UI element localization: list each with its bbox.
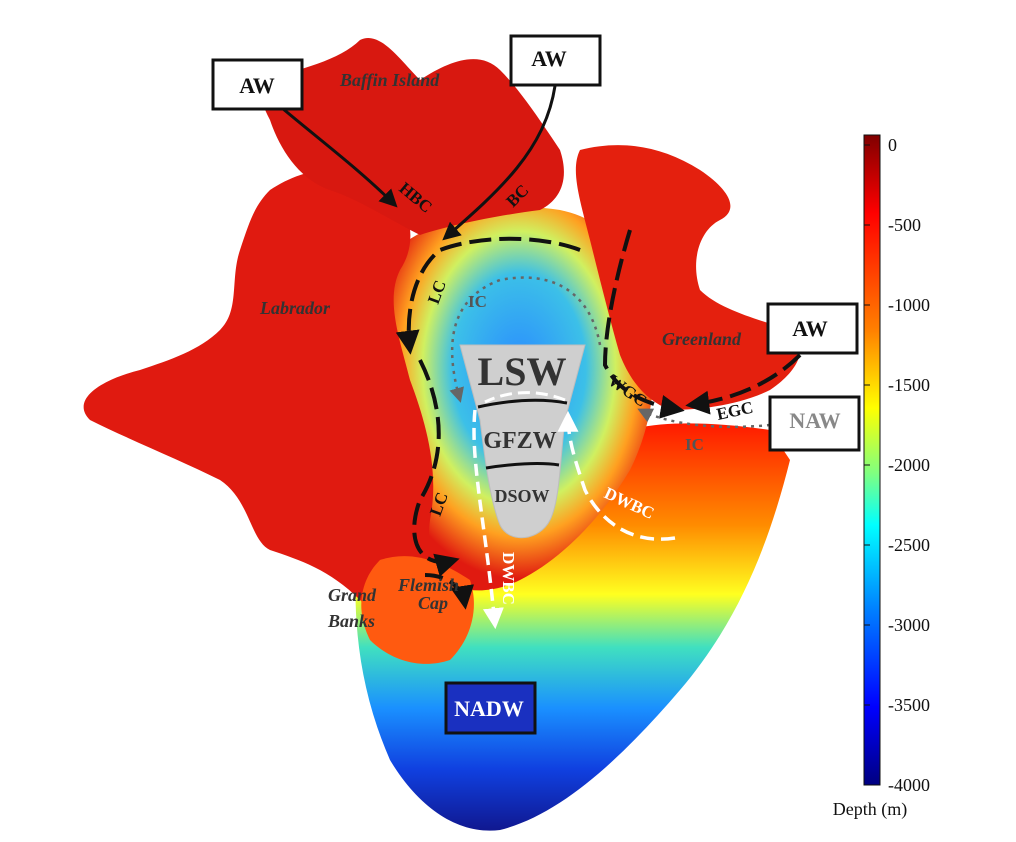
colorbar-tick-label: -1000 (888, 295, 930, 315)
colorbar-tick-label: -4000 (888, 775, 930, 795)
colorbar-tick-label: -500 (888, 215, 921, 235)
place-cap: Cap (418, 593, 448, 613)
colorbar-gradient (863, 134, 881, 786)
lsw-gfzw-boundary (477, 398, 568, 409)
place-grand: Grand (328, 585, 377, 605)
place-baffin-island: Baffin Island (339, 70, 440, 90)
water-column-section (459, 344, 586, 539)
colorbar-tick-label: -1500 (888, 375, 930, 395)
hbc-arrow (281, 106, 398, 208)
box-aw-top-text: AW (531, 46, 566, 71)
place-labrador: Labrador (259, 298, 331, 318)
box-naw: NAW (768, 395, 861, 452)
bc-arrow (442, 85, 557, 241)
place-greenland: Greenland (662, 329, 742, 349)
label-dwbc-lower: DWBC (499, 552, 518, 605)
label-dsow: DSOW (494, 486, 549, 506)
ic-outer-arrow (637, 408, 771, 429)
water-column-shape (459, 344, 586, 539)
box-nadw-text: NADW (454, 696, 524, 721)
lc-lower-arrow (412, 359, 460, 577)
depth-colorbar: 0 -500 -1000 -1500 -2000 -2500 -3000 -3500 -4000… (833, 134, 930, 820)
colorbar-label: Depth (m) (833, 799, 907, 820)
label-gfzw: GFZW (483, 428, 556, 454)
box-naw-text: NAW (789, 408, 840, 433)
current-arrows (281, 85, 802, 630)
colorbar-tick-label: -2000 (888, 455, 930, 475)
colorbar-tick-label: -2500 (888, 535, 930, 555)
box-aw-left-text: AW (239, 73, 274, 98)
box-aw-left: AW (211, 58, 304, 111)
greenland-shelf (575, 145, 801, 411)
labrador-shelf (83, 169, 434, 629)
box-aw-right: AW (766, 302, 859, 355)
dwbc-right-arrow (557, 410, 676, 541)
dwbc-top-arrow (484, 391, 566, 404)
box-aw-right-text: AW (792, 316, 827, 341)
place-flemish: Flemish (397, 575, 459, 595)
lc-upper-arrow (395, 236, 581, 355)
colorbar-tick-label: -3500 (888, 695, 930, 715)
wgc-arrow (602, 229, 685, 419)
gfzw-dsow-boundary (485, 462, 560, 470)
baffin-shelf (259, 38, 564, 235)
dwbc-lower-arrow (472, 409, 504, 630)
label-lsw: LSW (478, 349, 567, 394)
colorbar-ticks: 0 -500 -1000 -1500 -2000 -2500 -3000 -3500 -4000 (864, 135, 930, 795)
egc-arrow (685, 353, 802, 415)
grand-banks-shelf (361, 556, 474, 664)
flemish-arrow (424, 573, 475, 610)
label-ic-outer: IC (685, 435, 704, 454)
box-aw-top: AW (509, 34, 602, 87)
label-ic-inner: IC (468, 292, 487, 311)
box-nadw: NADW (444, 681, 537, 735)
colorbar-tick-label: 0 (888, 135, 897, 155)
place-banks: Banks (327, 611, 375, 631)
colorbar-tick-label: -3000 (888, 615, 930, 635)
